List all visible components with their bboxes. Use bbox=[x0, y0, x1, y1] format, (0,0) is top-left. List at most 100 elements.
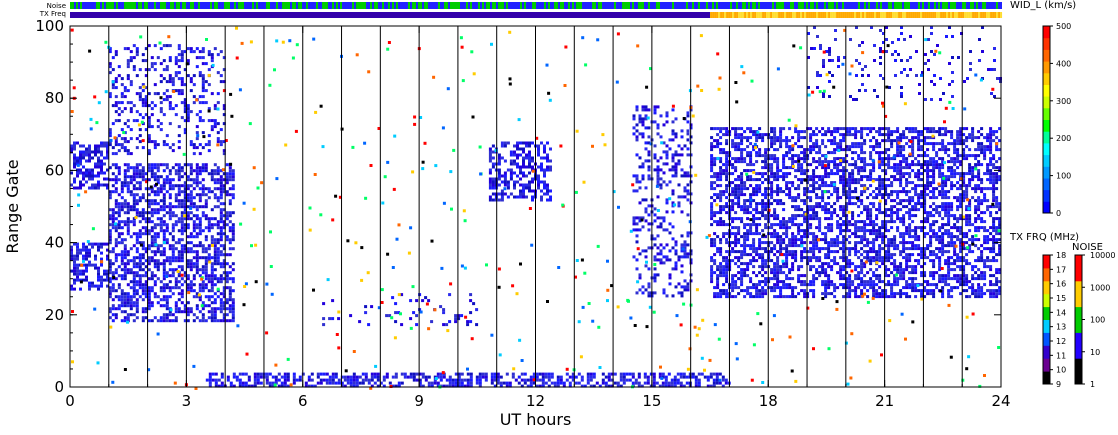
data-point bbox=[228, 304, 232, 308]
data-point bbox=[878, 256, 882, 260]
data-point bbox=[207, 295, 211, 299]
data-point bbox=[307, 384, 311, 388]
data-point bbox=[884, 226, 888, 230]
data-point bbox=[713, 238, 717, 242]
data-point bbox=[734, 157, 738, 161]
data-point bbox=[770, 175, 774, 179]
data-point bbox=[186, 187, 190, 191]
data-point bbox=[890, 220, 894, 224]
data-point bbox=[225, 190, 229, 194]
data-point bbox=[719, 127, 723, 131]
data-point bbox=[177, 184, 181, 188]
data-point bbox=[168, 172, 172, 176]
data-point bbox=[635, 180, 639, 184]
data-point bbox=[851, 151, 855, 155]
data-point bbox=[222, 104, 226, 108]
data-point bbox=[253, 378, 257, 382]
data-point bbox=[120, 238, 124, 242]
data-point bbox=[725, 163, 729, 167]
data-point bbox=[875, 268, 879, 272]
data-point bbox=[522, 192, 525, 196]
data-point bbox=[791, 214, 795, 218]
data-point bbox=[848, 181, 852, 185]
data-point bbox=[821, 184, 825, 188]
data-point bbox=[755, 295, 759, 299]
data-point bbox=[210, 283, 214, 287]
data-point bbox=[265, 378, 269, 382]
data-point bbox=[764, 172, 768, 176]
data-point bbox=[782, 190, 786, 194]
data-point bbox=[79, 153, 82, 157]
data-point bbox=[809, 145, 813, 149]
data-point bbox=[677, 159, 681, 163]
data-point bbox=[872, 274, 876, 278]
data-point bbox=[824, 247, 828, 251]
data-point bbox=[890, 193, 894, 197]
data-point bbox=[231, 313, 235, 317]
data-point bbox=[114, 238, 118, 242]
data-point bbox=[824, 184, 828, 188]
data-point bbox=[740, 220, 744, 224]
data-point bbox=[147, 220, 151, 224]
data-point bbox=[216, 232, 220, 236]
data-point bbox=[162, 274, 166, 278]
data-point bbox=[331, 381, 335, 385]
data-point bbox=[773, 268, 777, 272]
data-point bbox=[800, 136, 804, 140]
data-point bbox=[824, 283, 828, 287]
data-point bbox=[106, 183, 109, 187]
data-point bbox=[869, 280, 873, 284]
data-point bbox=[893, 241, 897, 245]
data-point bbox=[141, 146, 145, 150]
data-point bbox=[665, 258, 669, 262]
data-point bbox=[153, 280, 157, 284]
data-point bbox=[827, 208, 831, 212]
data-point bbox=[644, 186, 648, 190]
data-point bbox=[168, 80, 172, 84]
data-point bbox=[469, 372, 473, 376]
data-point bbox=[232, 375, 236, 379]
data-point bbox=[88, 144, 91, 148]
data-point bbox=[680, 285, 684, 289]
data-point bbox=[503, 180, 507, 184]
data-point bbox=[135, 283, 139, 287]
data-point bbox=[878, 280, 882, 284]
data-point bbox=[114, 253, 118, 257]
data-point bbox=[120, 277, 124, 281]
data-point bbox=[141, 283, 145, 287]
data-point bbox=[198, 298, 202, 302]
data-point bbox=[132, 196, 136, 200]
data-point bbox=[791, 286, 795, 290]
data-point bbox=[391, 296, 395, 300]
data-point bbox=[153, 316, 157, 320]
data-point bbox=[619, 378, 623, 382]
data-point bbox=[469, 293, 473, 297]
data-point bbox=[415, 378, 419, 382]
data-point bbox=[355, 384, 359, 388]
data-point bbox=[231, 232, 235, 236]
data-point bbox=[168, 44, 172, 48]
data-point bbox=[716, 196, 720, 200]
data-point bbox=[147, 187, 151, 191]
data-point bbox=[85, 266, 88, 270]
data-point bbox=[758, 247, 762, 251]
data-point bbox=[129, 286, 133, 290]
data-point bbox=[174, 316, 178, 320]
data-point bbox=[890, 226, 894, 230]
data-point bbox=[132, 202, 136, 206]
data-point bbox=[108, 310, 112, 314]
data-point bbox=[647, 141, 651, 145]
data-point bbox=[195, 316, 199, 320]
data-point bbox=[174, 113, 178, 117]
data-point bbox=[171, 250, 175, 254]
data-point bbox=[448, 375, 452, 379]
data-point bbox=[842, 214, 846, 218]
data-point bbox=[123, 122, 127, 126]
data-point bbox=[746, 289, 750, 293]
data-point bbox=[731, 202, 735, 206]
data-point bbox=[186, 286, 190, 290]
data-point bbox=[821, 196, 825, 200]
data-point bbox=[875, 130, 879, 134]
data-point bbox=[713, 187, 717, 191]
data-point bbox=[82, 263, 85, 267]
